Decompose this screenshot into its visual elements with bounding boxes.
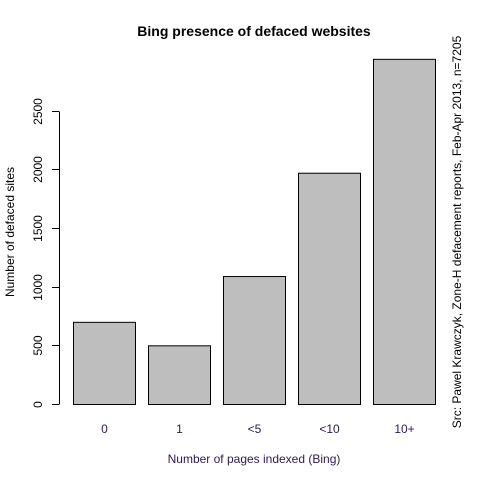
x-tick-label-3: <10 (319, 422, 340, 436)
bar-3 (298, 172, 361, 405)
chart-title: Bing presence of defaced websites (137, 23, 371, 39)
x-tick-label-1: 1 (176, 422, 183, 436)
y-tick-label-0: 0 (31, 401, 45, 408)
x-tick-label-4: 10+ (394, 422, 414, 436)
x-ticks-group: 0 1 <5 <10 10+ (101, 422, 415, 436)
y-tick-label-3: 1500 (31, 215, 45, 242)
y-tick-label-2: 1000 (31, 274, 45, 301)
x-tick-label-0: 0 (101, 422, 108, 436)
bars-group (73, 58, 436, 406)
y-axis-label: Number of defaced sites (3, 167, 17, 297)
x-axis-label: Number of pages indexed (Bing) (168, 452, 341, 466)
bar-2 (223, 276, 286, 405)
source-note: Src: Pawel Krawczyk, Zone-H defacement r… (450, 35, 464, 428)
bar-0 (73, 321, 136, 406)
bar-1 (148, 345, 211, 405)
y-ticks-group: 0 500 1000 1500 2000 2500 (31, 98, 59, 408)
y-tick-label-4: 2000 (31, 156, 45, 183)
y-tick-label-1: 500 (31, 335, 45, 355)
x-tick-label-2: <5 (248, 422, 262, 436)
y-tick-label-5: 2500 (31, 98, 45, 125)
bar-4 (373, 58, 436, 406)
